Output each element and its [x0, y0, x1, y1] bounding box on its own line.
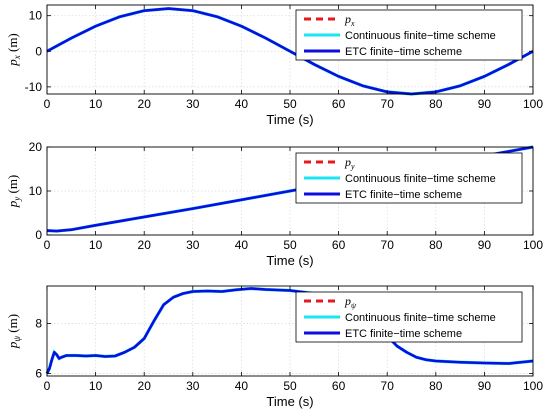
legend-label-reference: pψ [344, 294, 357, 310]
x-tick-label: 60 [332, 379, 346, 393]
y-axis-label-subscript: ψ [12, 336, 22, 342]
legend-label-continuous: Continuous finite−time scheme [345, 173, 496, 185]
legend-label-symbol: p [344, 155, 351, 169]
x-tick-label: 60 [332, 97, 346, 111]
y-axis-label: px (m) [5, 33, 22, 67]
x-tick-label: 90 [478, 379, 492, 393]
y-tick-label: 6 [35, 367, 42, 381]
x-tick-label: 0 [44, 238, 51, 252]
legend-label-symbol: p [344, 294, 351, 308]
etc-series-line [46, 7, 534, 96]
legend-label-reference: px [344, 12, 355, 28]
x-tick-label: 30 [186, 379, 200, 393]
x-tick-label: 10 [89, 238, 103, 252]
legend: py Continuous finite−time scheme ETC finit… [295, 152, 523, 204]
y-axis-label-unit: (m) [5, 33, 20, 55]
legend: px Continuous finite−time scheme ETC finit… [295, 9, 523, 61]
x-tick-label: 30 [186, 238, 200, 252]
legend-label-subscript: y [350, 162, 355, 171]
x-axis-label: Time (s) [266, 112, 313, 127]
y-axis-label-subscript: x [12, 55, 22, 60]
y-tick-label: 10 [29, 9, 43, 23]
y-tick-label: 0 [35, 44, 42, 58]
legend-label-subscript: x [350, 19, 355, 28]
legend-label-etc: ETC finite−time scheme [345, 189, 462, 201]
y-tick-label: 8 [35, 317, 42, 331]
y-axis-label-unit: (m) [5, 314, 20, 336]
x-tick-label: 100 [523, 97, 543, 111]
x-tick-label: 90 [478, 97, 492, 111]
x-tick-label: 50 [283, 97, 297, 111]
x-axis-label: Time (s) [266, 253, 313, 268]
x-tick-label: 40 [235, 97, 249, 111]
x-tick-label: 80 [429, 238, 443, 252]
y-tick-label: -10 [25, 80, 43, 94]
x-tick-label: 0 [44, 379, 51, 393]
x-tick-label: 100 [523, 238, 543, 252]
etc-series-line [45, 287, 534, 375]
legend-label-etc: ETC finite−time scheme [345, 46, 462, 58]
legend-label-reference: py [344, 155, 355, 171]
x-tick-label: 0 [44, 97, 51, 111]
x-tick-label: 90 [478, 238, 492, 252]
y-axis-label-subscript: y [12, 197, 22, 202]
x-tick-label: 10 [89, 379, 103, 393]
x-tick-label: 100 [523, 379, 543, 393]
x-tick-label: 20 [138, 238, 152, 252]
legend-label-symbol: p [344, 12, 351, 26]
x-tick-label: 70 [381, 379, 395, 393]
x-tick-label: 60 [332, 238, 346, 252]
y-axis-label: pψ (m) [5, 314, 22, 349]
x-tick-label: 50 [283, 238, 297, 252]
y-axis-label-symbol: p [5, 341, 20, 349]
x-tick-label: 30 [186, 97, 200, 111]
legend-label-continuous: Continuous finite−time scheme [345, 30, 496, 42]
legend: pψ Continuous finite−time scheme ETC finit… [295, 291, 523, 343]
legend-label-subscript: ψ [351, 301, 357, 310]
y-tick-label: 0 [35, 228, 42, 242]
x-tick-label: 70 [381, 238, 395, 252]
legend-label-continuous: Continuous finite−time scheme [345, 312, 496, 324]
x-tick-label: 70 [381, 97, 395, 111]
x-tick-label: 80 [429, 97, 443, 111]
x-tick-label: 10 [89, 97, 103, 111]
y-axis-label-symbol: p [5, 200, 20, 208]
legend-label-etc: ETC finite−time scheme [345, 328, 462, 340]
x-tick-label: 80 [429, 379, 443, 393]
y-tick-label: 20 [29, 140, 43, 154]
x-tick-label: 40 [235, 238, 249, 252]
y-tick-label: 10 [29, 184, 43, 198]
x-tick-label: 20 [138, 97, 152, 111]
y-axis-label-symbol: p [5, 59, 20, 67]
x-axis-label: Time (s) [266, 394, 313, 409]
x-tick-label: 40 [235, 379, 249, 393]
x-tick-label: 50 [283, 379, 297, 393]
y-axis-label: py (m) [5, 175, 22, 209]
x-tick-label: 20 [138, 379, 152, 393]
y-axis-label-unit: (m) [5, 175, 20, 197]
